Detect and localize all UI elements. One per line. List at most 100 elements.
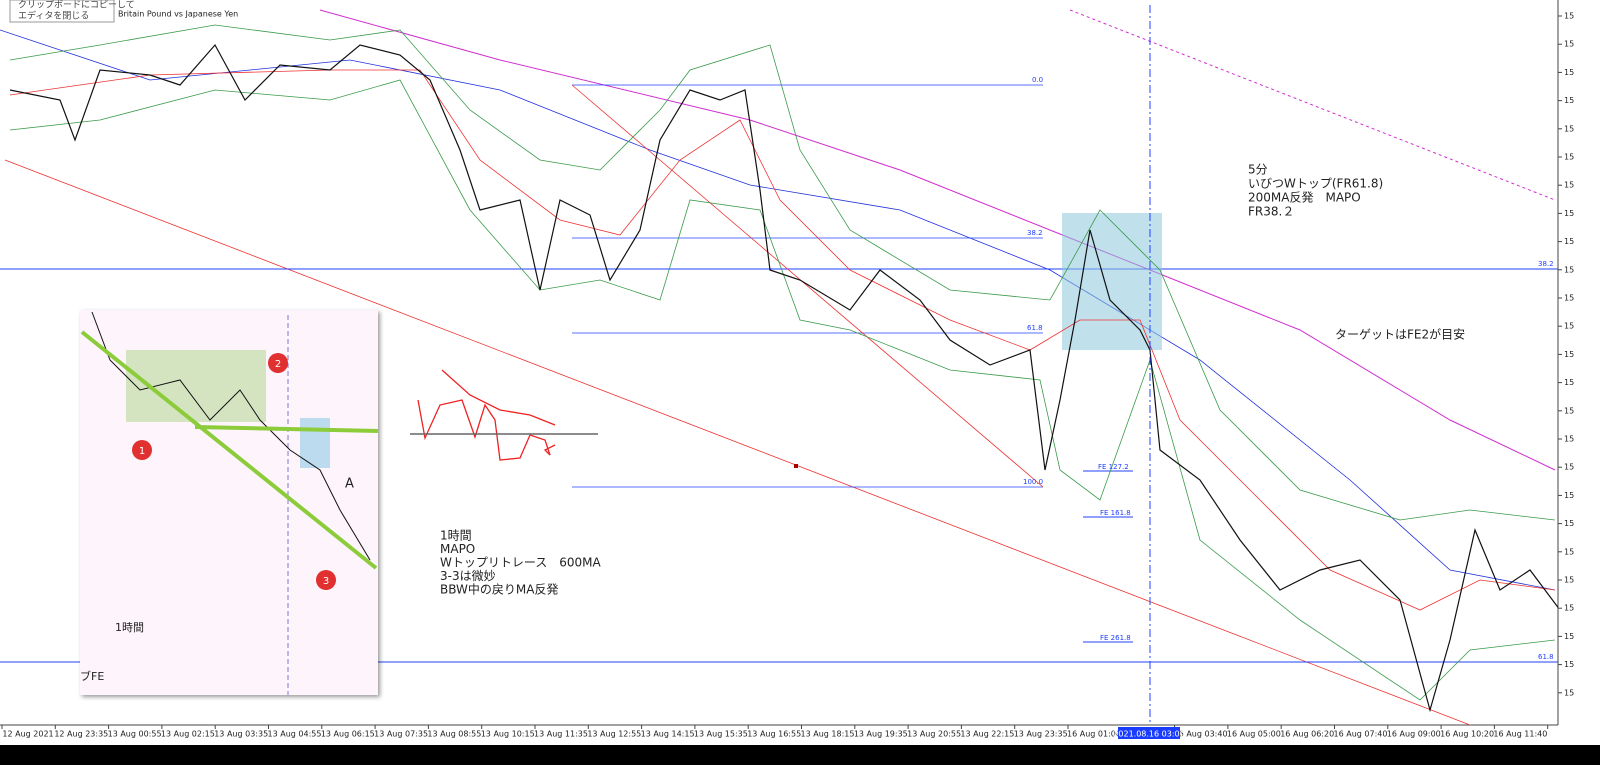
time-label: 13 Aug 22:15 [960, 730, 1014, 739]
price-label: 15 [1564, 632, 1574, 641]
bollinger-lower [9, 79, 1556, 701]
time-label: 13 Aug 03:35 [214, 730, 268, 739]
note-line: FR38.２ [1248, 205, 1294, 219]
price-label: 15 [1564, 209, 1574, 218]
time-label: 16 Aug 09:00 [1387, 730, 1441, 739]
note-line: MAPO [440, 542, 475, 556]
tooltip[interactable] [9, 0, 115, 23]
scribble [441, 369, 556, 426]
ma-200 [319, 9, 1556, 471]
ma-fast [9, 69, 1556, 611]
time-label: 13 Aug 16:55 [747, 730, 801, 739]
note-line: Wトップリトレース 600MA [440, 556, 602, 570]
plot-area [0, 5, 1558, 725]
fib-diagonal [571, 84, 1044, 488]
fe-label: FE 161.8 [1100, 509, 1131, 517]
note-line: 5分 [1248, 163, 1268, 177]
time-label: 13 Aug 02:15 [161, 730, 215, 739]
note-line: BBW中の戻りMA反発 [440, 582, 558, 597]
tooltip-text: エディタを閉じる [18, 10, 89, 22]
marker [268, 353, 288, 373]
price-label: 15 [1564, 181, 1574, 190]
time-label: 12 Aug 2021 [2, 730, 53, 739]
time-label: 13 Aug 20:55 [907, 730, 961, 739]
time-label: 16 Aug 10:20 [1440, 730, 1494, 739]
price-label: 15 [1564, 406, 1574, 415]
time-label: 12 Aug 23:35 [54, 730, 108, 739]
fib-label: 0.0 [1032, 76, 1043, 84]
bollinger-upper [9, 24, 1556, 521]
price-label: 15 [1564, 68, 1574, 77]
price-label: 15 [1564, 688, 1574, 697]
time-label: 13 Aug 07:35 [374, 730, 428, 739]
ma-600 [0, 29, 1556, 591]
price-label: 15 [1564, 322, 1574, 331]
note-line: 3-3は微妙 [440, 569, 496, 583]
inset-trend [194, 425, 379, 433]
time-label: 13 Aug 18:15 [801, 730, 855, 739]
fib-label: 100.0 [1023, 478, 1043, 486]
price-path [9, 43, 1558, 713]
trend-anchor [794, 464, 798, 468]
inset-trend [80, 330, 378, 570]
price-label: 15 [1564, 153, 1574, 162]
time-label: 13 Aug 04:55 [268, 730, 322, 739]
price-label: 15 [1564, 294, 1574, 303]
cursor-label: 2021.08.16 03:00 [1113, 730, 1184, 739]
note-line: いびつWトップ(FR61.8) [1248, 177, 1383, 191]
inset-label: A [345, 477, 354, 492]
marker-label: 3 [323, 576, 329, 587]
ma-dotted [1069, 9, 1556, 201]
time-label: 16 Aug 06:20 [1280, 730, 1334, 739]
fib-label: 61.8 [1027, 324, 1043, 332]
time-label: 13 Aug 11:35 [534, 730, 588, 739]
trend-line [4, 159, 1471, 725]
price-label: 15 [1564, 547, 1574, 556]
price-axis: 15 15 15 15 15 15 15 15 15 15 15 15 15 15 15 15 15 15 15 15… [1558, 12, 1574, 697]
price-label: 15 [1564, 12, 1574, 21]
price-label: 15 [1564, 350, 1574, 359]
time-label: 16 Aug 03:40 [1174, 730, 1228, 739]
symbol-title: Britain Pound vs Japanese Yen [118, 10, 238, 19]
fe-label: FE 261.8 [1100, 634, 1131, 642]
fib-label: 38.2 [1538, 260, 1554, 268]
fib-label: 61.8 [1538, 653, 1554, 661]
time-label: 13 Aug 08:55 [427, 730, 481, 739]
price-label: 15 [1564, 96, 1574, 105]
scribble [417, 399, 556, 461]
time-label: 13 Aug 06:15 [321, 730, 375, 739]
inset-caption: 1時間 [115, 621, 144, 634]
time-axis: 12 Aug 2021 12 Aug 23:35 13 Aug 00:55 13 Au… [1, 725, 1549, 739]
price-label: 15 [1564, 237, 1574, 246]
inset: 1 2 3 A 1時間 ブFE [80, 310, 379, 695]
price-label: 15 [1564, 604, 1574, 613]
price-label: 15 [1564, 378, 1574, 387]
price-label: 15 [1564, 660, 1574, 669]
cursor-label-bg [1118, 727, 1180, 739]
highlight-box [1062, 213, 1162, 350]
price-label: 15 [1564, 519, 1574, 528]
note-line: 1時間 [440, 529, 472, 543]
time-label: 16 Aug 07:40 [1334, 730, 1388, 739]
time-label: 16 Aug 01:00 [1067, 730, 1121, 739]
time-label: 16 Aug 11:40 [1493, 730, 1547, 739]
time-label: 13 Aug 10:15 [481, 730, 535, 739]
marker-label: 2 [275, 359, 281, 370]
price-label: 15 [1564, 576, 1574, 585]
time-label: 13 Aug 00:55 [108, 730, 162, 739]
price-label: 15 [1564, 435, 1574, 444]
time-label: 16 Aug 05:00 [1227, 730, 1281, 739]
inset-price [91, 311, 371, 561]
marker [132, 440, 152, 460]
fib-label: 38.2 [1027, 229, 1043, 237]
note-line: 200MA反発 MAPO [1248, 191, 1361, 205]
price-label: 15 [1564, 265, 1574, 274]
fe-label: FE 127.2 [1098, 463, 1129, 471]
tooltip-text: クリップボードにコピーして [18, 0, 135, 11]
price-label: 15 [1564, 491, 1574, 500]
inset-corner: ブFE [80, 669, 104, 683]
price-label: 15 [1564, 124, 1574, 133]
